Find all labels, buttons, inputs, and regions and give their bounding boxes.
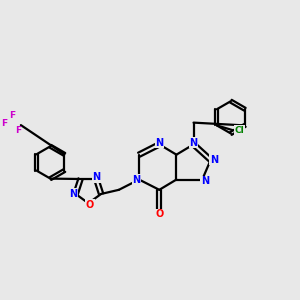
Text: N: N xyxy=(155,138,164,148)
Text: N: N xyxy=(210,155,218,165)
Text: N: N xyxy=(190,138,198,148)
Text: N: N xyxy=(133,175,141,184)
Text: O: O xyxy=(155,209,164,219)
Text: Cl: Cl xyxy=(234,126,244,135)
Text: F: F xyxy=(9,111,15,120)
Text: N: N xyxy=(92,172,100,182)
Text: F: F xyxy=(15,126,21,135)
Text: N: N xyxy=(201,176,209,186)
Text: N: N xyxy=(69,189,77,199)
Text: F: F xyxy=(1,119,7,128)
Text: O: O xyxy=(86,200,94,210)
